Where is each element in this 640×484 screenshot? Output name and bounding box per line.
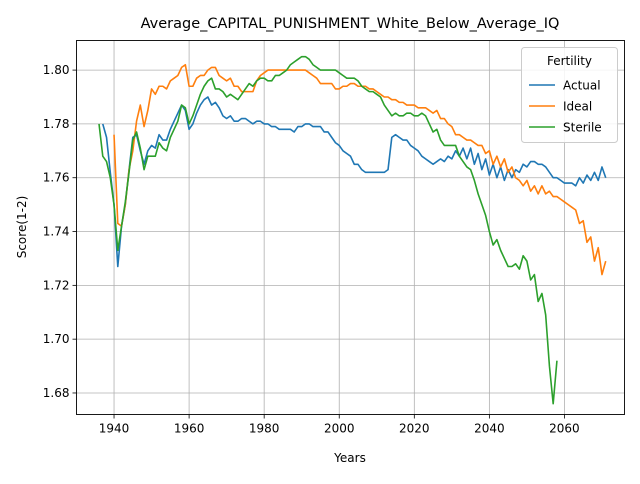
y-tick-label: 1.68 (43, 386, 70, 400)
y-axis-label: Score(1-2) (15, 196, 29, 259)
y-tick-label: 1.76 (43, 171, 70, 185)
y-tick-label: 1.80 (43, 63, 70, 77)
series-line-actual (101, 96, 607, 268)
y-tick-label: 1.74 (43, 225, 70, 239)
series-line-ideal (113, 63, 607, 276)
x-tick-label: 2000 (324, 422, 355, 436)
plot-frame (76, 40, 625, 415)
x-tick-label: 1980 (249, 422, 280, 436)
chart-title: Average_CAPITAL_PUNISHMENT_White_Below_A… (141, 16, 560, 32)
y-tick-label: 1.78 (43, 117, 70, 131)
legend-label-sterile: Sterile (563, 121, 602, 135)
series-line-sterile (98, 55, 558, 405)
x-tick-label: 1960 (174, 422, 205, 436)
legend: Fertility Actual Ideal Sterile (521, 47, 618, 143)
x-tick-label: 1940 (99, 422, 130, 436)
y-axis-ticks: 1.68 1.70 1.72 1.74 1.76 1.78 1.80 (43, 63, 77, 400)
legend-label-actual: Actual (563, 79, 601, 93)
series-lines (98, 55, 607, 405)
legend-items: Actual Ideal Sterile (529, 79, 602, 135)
x-tick-label: 2060 (549, 422, 580, 436)
legend-box (521, 47, 618, 143)
x-tick-label: 2040 (474, 422, 505, 436)
x-axis-label: Years (333, 451, 366, 465)
legend-label-ideal: Ideal (563, 100, 592, 114)
x-tick-label: 2020 (399, 422, 430, 436)
y-tick-label: 1.70 (43, 332, 70, 346)
x-axis-ticks: 1940 1960 1980 2000 2020 2040 2060 (99, 414, 580, 436)
legend-title: Fertility (547, 54, 592, 68)
y-tick-label: 1.72 (43, 278, 70, 292)
